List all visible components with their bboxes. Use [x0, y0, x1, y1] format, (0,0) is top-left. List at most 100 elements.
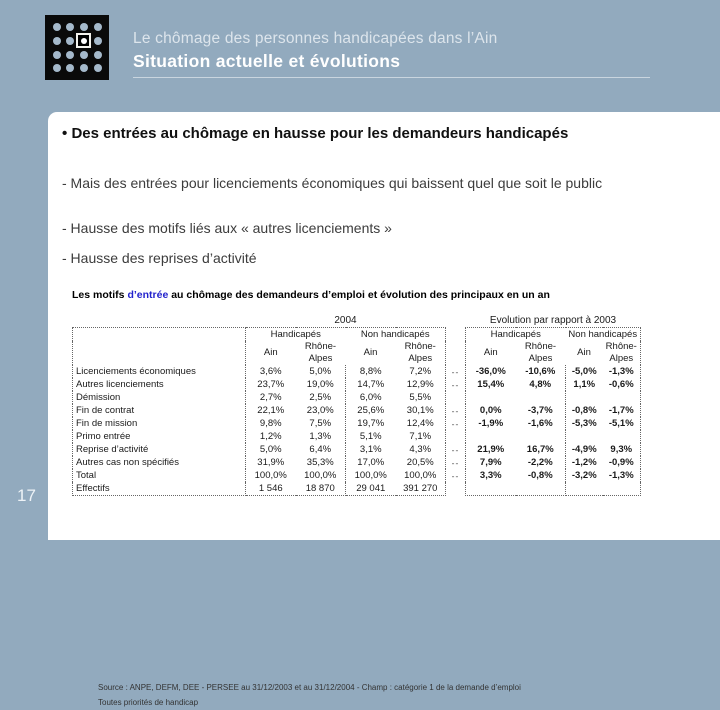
table-cell: --: [451, 418, 460, 429]
table-cell: 17,0%: [357, 456, 385, 468]
header-divider: [133, 77, 650, 78]
table-cell: 7,2%: [395, 365, 446, 378]
table-cell: 30,1%: [395, 404, 446, 417]
table-cell: 0,0%: [465, 404, 516, 417]
table-cell: [565, 482, 603, 496]
col-header-rhone-alpes: Rhône- Alpes: [524, 341, 557, 364]
table-cell: -3,2%: [571, 469, 597, 481]
table-cell: -4,9%: [571, 443, 597, 455]
table-cell: -0,8%: [571, 404, 597, 416]
table-title-prefix: Les motifs: [72, 289, 128, 301]
table-cell: [515, 391, 566, 404]
table-cell: --: [451, 444, 460, 455]
row-label: Fin de mission: [72, 417, 246, 430]
subgroup-header-row: Handicapés Non handicapés Handicapés Non…: [72, 327, 642, 341]
bullet-marker: •: [62, 125, 68, 142]
table-cell: 22,1%: [257, 404, 285, 416]
col-header-ain: Ain: [465, 341, 516, 365]
source-line-2: Toutes priorités de handicap: [98, 698, 199, 707]
main-bullet-text: Des entrées au chômage en hausse pour le…: [71, 125, 569, 142]
table-cell: 6,4%: [295, 443, 346, 456]
table-row: Total 100,0% 100,0% 100,0% 100,0% -- 3,3% -0,8%…: [72, 469, 642, 482]
company-logo: [45, 15, 109, 80]
col-header-ain: Ain: [577, 347, 591, 358]
row-label: Reprise d’activité: [72, 443, 246, 456]
table-cell: 9,8%: [259, 417, 282, 429]
table-cell: 5,0%: [295, 365, 346, 378]
table-cell: -1,2%: [571, 456, 597, 468]
table-cell: 15,4%: [465, 378, 516, 391]
table-cell: 7,9%: [465, 456, 516, 469]
row-label: Licenciements économiques: [72, 365, 246, 378]
table-cell: [465, 391, 516, 404]
table-row: Primo entrée 1,2% 1,3% 5,1% 7,1%: [72, 430, 642, 443]
table-cell: 23,7%: [257, 378, 285, 390]
table-row: Licenciements économiques 3,6% 5,0% 8,8% 7,2…: [72, 365, 642, 378]
logo-dot: [65, 22, 74, 31]
table-cell: 3,1%: [359, 443, 382, 455]
table-cell: 7,1%: [395, 430, 446, 443]
header-non-handicapes-evo: Non handicapés: [565, 327, 642, 341]
table-cell: -5,0%: [571, 365, 597, 377]
table-cell: --: [451, 366, 460, 377]
table-title-suffix: au chômage des demandeurs d’emploi et év…: [168, 289, 550, 301]
table-row: Effectifs 1 546 18 870 29 041 391 270: [72, 482, 642, 496]
logo-dot: [65, 50, 74, 59]
logo-dot: [52, 36, 61, 45]
table-cell: [566, 430, 603, 443]
table-cell: [446, 482, 466, 496]
motifs-table: 2004 Evolution par rapport à 2003 Handic…: [72, 314, 642, 496]
main-bullet: • Des entrées au chômage en hausse pour …: [62, 123, 624, 146]
header-handicapes-evo: Handicapés: [465, 327, 566, 341]
col-header-rhone-alpes: Rhône- Alpes: [602, 341, 642, 365]
table-row: Autres cas non spécifiés 31,9% 35,3% 17,0% 2…: [72, 456, 642, 469]
table-cell: 31,9%: [257, 456, 285, 468]
logo-dot: [65, 36, 74, 45]
table-cell: 14,7%: [357, 378, 385, 390]
table-cell: --: [451, 457, 460, 468]
table-cell: 29 041: [345, 482, 396, 496]
table-cell: 21,9%: [465, 443, 516, 456]
row-label: Effectifs: [72, 482, 246, 496]
slide-title: Situation actuelle et évolutions: [133, 51, 401, 71]
source-line-1: Source : ANPE, DEFM, DEE - PERSEE au 31/…: [98, 683, 521, 692]
row-label: Fin de contrat: [72, 404, 246, 417]
sub-bullet-2: - Hausse des motifs liés aux « autres li…: [62, 220, 392, 236]
table-cell: [465, 482, 516, 496]
table-cell: 4,3%: [395, 443, 446, 456]
logo-dot: [52, 50, 61, 59]
table-cell: 5,0%: [259, 443, 282, 455]
table-cell: -2,2%: [515, 456, 566, 469]
table-source: Source : ANPE, DEFM, DEE - PERSEE au 31/…: [98, 680, 521, 710]
table-cell: [515, 482, 566, 496]
group-header-row: 2004 Evolution par rapport à 2003: [73, 314, 641, 328]
table-cell: -3,7%: [515, 404, 566, 417]
row-label: Autres cas non spécifiés: [72, 456, 246, 469]
table-cell: 1,2%: [259, 430, 282, 442]
table-cell: 12,4%: [395, 417, 446, 430]
header-handicapes-2004: Handicapés: [245, 327, 346, 341]
table-cell: 19,7%: [357, 417, 385, 429]
table-row: Reprise d’activité 5,0% 6,4% 3,1% 4,3% -- 21,9…: [72, 443, 642, 456]
logo-dot: [93, 64, 102, 73]
table-row: Autres licenciements 23,7% 19,0% 14,7% 12,9%…: [72, 378, 642, 391]
slide-header: Le chômage des personnes handicapées dan…: [133, 30, 693, 72]
table-cell: 12,9%: [395, 378, 446, 391]
table-cell: 23,0%: [295, 404, 346, 417]
slide-subtitle: Le chômage des personnes handicapées dan…: [133, 30, 498, 47]
table-cell: --: [451, 470, 460, 481]
group-header-evolution: Evolution par rapport à 2003: [489, 314, 617, 326]
table-cell: -36,0%: [465, 365, 516, 378]
table-cell: [566, 391, 603, 404]
table-cell: [515, 430, 566, 443]
table-cell: 3,3%: [465, 469, 516, 482]
table-cell: 2,7%: [259, 391, 282, 403]
logo-highlight-square: [76, 33, 91, 49]
sub-bullet-1: - Mais des entrées pour licenciements éc…: [62, 175, 603, 191]
col-header-rhone-alpes: Rhône- Alpes: [304, 341, 337, 364]
slide: { "colors": { "slide_background": "#92AA…: [17, 15, 720, 707]
table-cell: -5,3%: [571, 417, 597, 429]
table-cell: -1,6%: [515, 417, 566, 430]
table-cell: -1,3%: [602, 365, 642, 378]
table-cell: 1,1%: [573, 378, 596, 390]
